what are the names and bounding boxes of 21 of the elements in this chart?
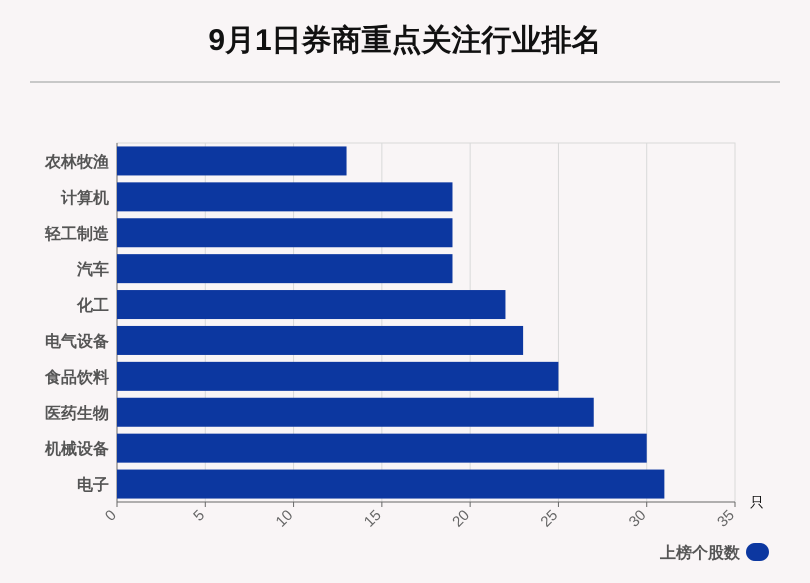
y-tick-label: 电子 (77, 476, 109, 494)
x-tick-label: 15 (360, 506, 385, 531)
y-tick-label: 农林牧渔 (44, 152, 109, 171)
x-axis-title: 只 (750, 494, 764, 510)
y-tick-label: 医药生物 (45, 404, 109, 422)
x-tick-label: 5 (190, 506, 208, 525)
y-tick-label: 食品饮料 (44, 368, 109, 386)
y-tick-label: 化工 (76, 296, 109, 315)
x-tick-label: 30 (626, 506, 650, 531)
y-tick-label: 汽车 (76, 260, 109, 279)
x-tick-label: 0 (102, 506, 120, 525)
y-tick-label: 计算机 (60, 188, 109, 207)
y-tick-label: 机械设备 (44, 440, 109, 458)
x-tick-label: 25 (537, 506, 562, 531)
y-tick-label: 电气设备 (45, 332, 109, 350)
y-tick-label: 轻工制造 (44, 224, 110, 243)
legend-label: 上榜个股数 (659, 544, 741, 562)
chart-title: 9月1日券商重点关注行业排名 (208, 23, 602, 57)
x-tick-label: 35 (714, 506, 738, 531)
x-tick-label: 20 (449, 506, 473, 531)
x-tick-label: 10 (272, 506, 296, 531)
